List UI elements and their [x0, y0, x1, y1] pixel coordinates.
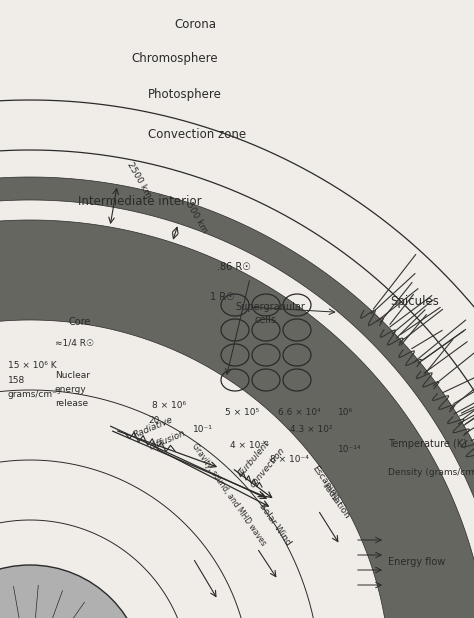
Text: 8 × 10⁶: 8 × 10⁶: [152, 401, 186, 410]
Text: energy: energy: [55, 385, 87, 394]
Circle shape: [0, 565, 145, 618]
Text: diffusion: diffusion: [148, 428, 187, 452]
Text: cells: cells: [255, 315, 277, 325]
Text: convection: convection: [248, 446, 287, 489]
Text: Corona: Corona: [174, 18, 216, 31]
Polygon shape: [0, 220, 474, 618]
Text: grams/cm⁻³: grams/cm⁻³: [8, 390, 62, 399]
Text: Solar Wind: Solar Wind: [257, 502, 292, 547]
Text: Energy flow: Energy flow: [388, 557, 445, 567]
Text: 20: 20: [148, 416, 159, 425]
Text: Escaping: Escaping: [310, 464, 341, 502]
Text: Radiative: Radiative: [132, 415, 174, 440]
Text: 8 × 10⁻⁴: 8 × 10⁻⁴: [270, 455, 309, 464]
Text: .86 R☉: .86 R☉: [217, 262, 251, 272]
Text: 4 × 10⁻²: 4 × 10⁻²: [230, 441, 269, 450]
Text: Core: Core: [69, 317, 91, 327]
Text: 2500 km: 2500 km: [125, 161, 153, 200]
Text: Temperature (K): Temperature (K): [388, 439, 467, 449]
Text: Intermediate interior: Intermediate interior: [78, 195, 201, 208]
Text: Gravity, sound, and MHD waves: Gravity, sound, and MHD waves: [190, 441, 268, 547]
Text: Chromosphere: Chromosphere: [132, 52, 219, 65]
Text: 15 × 10⁶ K: 15 × 10⁶ K: [8, 361, 56, 370]
Text: 4.3 × 10²: 4.3 × 10²: [290, 425, 333, 434]
Text: Spicules: Spicules: [390, 295, 439, 308]
Text: Photosphere: Photosphere: [148, 88, 222, 101]
Text: Nuclear: Nuclear: [55, 371, 90, 380]
Text: 10⁶: 10⁶: [338, 408, 353, 417]
Text: radiation: radiation: [320, 481, 351, 520]
Text: 10⁻¹: 10⁻¹: [193, 425, 213, 434]
Text: 10⁻¹⁴: 10⁻¹⁴: [338, 445, 362, 454]
Polygon shape: [0, 177, 474, 618]
Text: 158: 158: [8, 376, 25, 385]
Text: 6.6 × 10⁴: 6.6 × 10⁴: [278, 408, 321, 417]
Text: release: release: [55, 399, 88, 408]
Text: Supergranular: Supergranular: [235, 302, 305, 312]
Text: 500 km: 500 km: [184, 201, 209, 235]
Text: Density (grams/cm⁻³): Density (grams/cm⁻³): [388, 468, 474, 477]
Text: Turbulent: Turbulent: [237, 438, 272, 477]
Text: Convection zone: Convection zone: [148, 128, 246, 141]
Text: 5 × 10⁵: 5 × 10⁵: [225, 408, 259, 417]
Text: 1 R☉: 1 R☉: [210, 292, 235, 302]
Text: ≈1/4 R☉: ≈1/4 R☉: [55, 338, 94, 347]
